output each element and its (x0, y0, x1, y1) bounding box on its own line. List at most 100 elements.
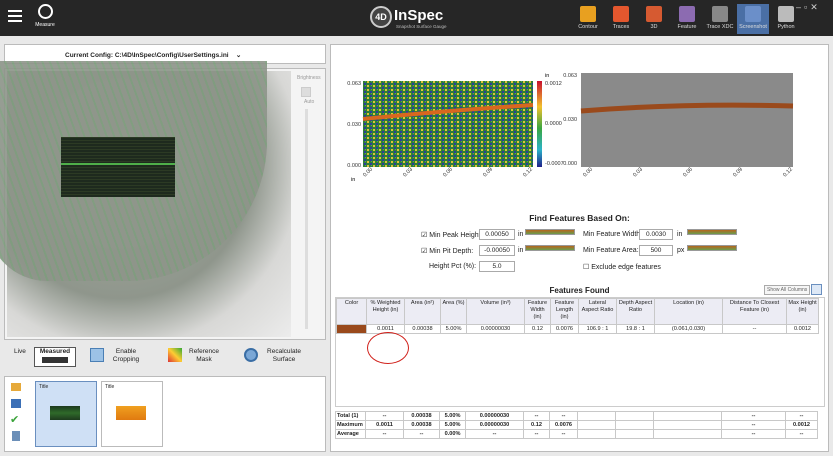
config-selector[interactable]: Current Config: C:\4D\InSpec\Config\User… (65, 52, 242, 59)
column-header[interactable]: Area (%) (440, 298, 467, 325)
feature-row[interactable]: 0.0011 0.00038 5.00% 0.00000030 0.12 0.0076 10… (336, 324, 819, 334)
tool-button[interactable]: Screenshot (737, 4, 769, 34)
cell: 19.8 : 1 (616, 324, 655, 334)
peak-slider[interactable] (525, 229, 575, 235)
tool-button[interactable]: 3D (638, 4, 670, 34)
logo-mark: 4D (370, 6, 392, 28)
tool-label: 3D (650, 24, 658, 30)
tool-button[interactable]: Feature (671, 4, 703, 34)
cell (653, 411, 722, 421)
colorbar-tick: -0.0007 (545, 161, 564, 167)
brightness-slider[interactable] (301, 87, 311, 97)
tool-button[interactable]: Trace XDC (704, 4, 736, 34)
measured-toggle[interactable]: Measured (34, 347, 76, 367)
cell: -- (549, 411, 578, 421)
map-x-tick: 0.12 (522, 167, 534, 179)
column-header[interactable]: % Weighted Height (in) (366, 298, 405, 325)
cell (615, 420, 654, 430)
column-header[interactable]: Lateral Aspect Ratio (578, 298, 617, 325)
window-controls[interactable]: –▫✕ (796, 2, 821, 12)
thumbnail[interactable]: Title (35, 381, 97, 447)
profile-x-tick: 0.03 (632, 167, 644, 179)
area-unit: px (677, 247, 685, 254)
mask-button[interactable]: Reference Mask (189, 348, 219, 363)
column-header[interactable]: Location (in) (654, 298, 723, 325)
pit-row: ☑ Min Pit Depth: (421, 248, 474, 255)
open-icon[interactable] (11, 383, 21, 391)
recalc-button[interactable]: Recalculate Surface (267, 348, 301, 363)
cell: 0.0012 (786, 324, 819, 334)
column-header[interactable]: Distance To Closest Feature (in) (722, 298, 787, 325)
width-slider[interactable] (687, 229, 737, 235)
map-y-tick: 0.000 (347, 163, 361, 169)
tool-icon (778, 6, 794, 22)
delete-icon[interactable] (12, 431, 20, 441)
save-icon[interactable] (11, 399, 21, 408)
pit-slider[interactable] (525, 245, 575, 251)
map-x-tick: 0.00 (362, 167, 374, 179)
live-label[interactable]: Live (14, 348, 26, 355)
column-header[interactable]: Max Height (in) (786, 298, 819, 325)
summary-label: Average (335, 429, 366, 439)
pit-input[interactable]: -0.00050 (479, 245, 515, 256)
column-header[interactable]: Depth Aspect Ratio (616, 298, 655, 325)
config-label: Current Config: (65, 52, 114, 59)
cell: 0.00000030 (465, 411, 524, 421)
area-slider[interactable] (687, 245, 737, 251)
tool-button[interactable]: Contour (572, 4, 604, 34)
pct-label: Height Pct (%): (429, 263, 477, 270)
cell: 0.0076 (549, 420, 578, 430)
cell: 0.00038 (403, 411, 440, 421)
cell: -- (785, 429, 818, 439)
area-label: Min Feature Area: (583, 247, 639, 254)
profile-line (580, 102, 794, 114)
column-header[interactable]: Volume (in³) (466, 298, 525, 325)
slider-track[interactable] (305, 109, 308, 329)
peak-label: Min Peak Height: (429, 232, 483, 239)
width-input[interactable]: 0.0030 (639, 229, 673, 240)
cell: 106.9 : 1 (578, 324, 617, 334)
crop-button[interactable]: Enable Cropping (112, 348, 140, 363)
measure-label: Measure (35, 22, 55, 28)
export-button[interactable] (811, 284, 822, 295)
peak-row: ☑ Min Peak Height: (421, 232, 483, 239)
peak-input[interactable]: 0.00050 (479, 229, 515, 240)
tool-button[interactable]: Python (770, 4, 802, 34)
thumbnail[interactable]: Title (101, 381, 163, 447)
tool-label: Trace XDC (706, 24, 734, 30)
column-header[interactable]: Feature Length (in) (550, 298, 579, 325)
tool-icon (745, 6, 761, 22)
column-header[interactable]: Feature Width (in) (524, 298, 551, 325)
tool-button[interactable]: Traces (605, 4, 637, 34)
cell: -- (403, 429, 440, 439)
cell: 5.00% (440, 324, 467, 334)
cell: -- (722, 324, 787, 334)
header-row: Color% Weighted Height (in) Area (in²) Are… (336, 298, 819, 325)
cell: 0.00000030 (465, 420, 524, 430)
mask-icon[interactable] (168, 348, 182, 362)
exclude-row[interactable]: ☐ Exclude edge features (583, 264, 661, 271)
peak-unit: in (518, 231, 524, 238)
tool-label: Python (777, 24, 795, 30)
measure-button[interactable]: Measure (32, 4, 58, 28)
cell: 0.00% (439, 429, 466, 439)
tool-icon (646, 6, 662, 22)
column-header[interactable]: Color (336, 298, 367, 325)
cell: 0.0012 (785, 420, 818, 430)
summary-row: Total (1) -- 0.00038 5.00% 0.00000030 -- -- -- -… (335, 411, 818, 421)
cell: -- (721, 429, 786, 439)
pct-input[interactable]: 5.0 (479, 261, 515, 272)
recalc-icon[interactable] (244, 348, 258, 362)
map-x-tick: 0.03 (402, 167, 414, 179)
map-unit: in (545, 73, 549, 79)
accept-icon[interactable]: ✔ (10, 414, 20, 426)
show-all-button[interactable]: Show All Columns (764, 285, 811, 295)
crop-icon[interactable] (90, 348, 104, 362)
column-header[interactable]: Area (in²) (404, 298, 441, 325)
menu-button[interactable] (8, 10, 22, 22)
area-input[interactable]: 500 (639, 245, 673, 256)
profile-x-tick: 0.06 (682, 167, 694, 179)
map-y-tick: 0.030 (347, 122, 361, 128)
